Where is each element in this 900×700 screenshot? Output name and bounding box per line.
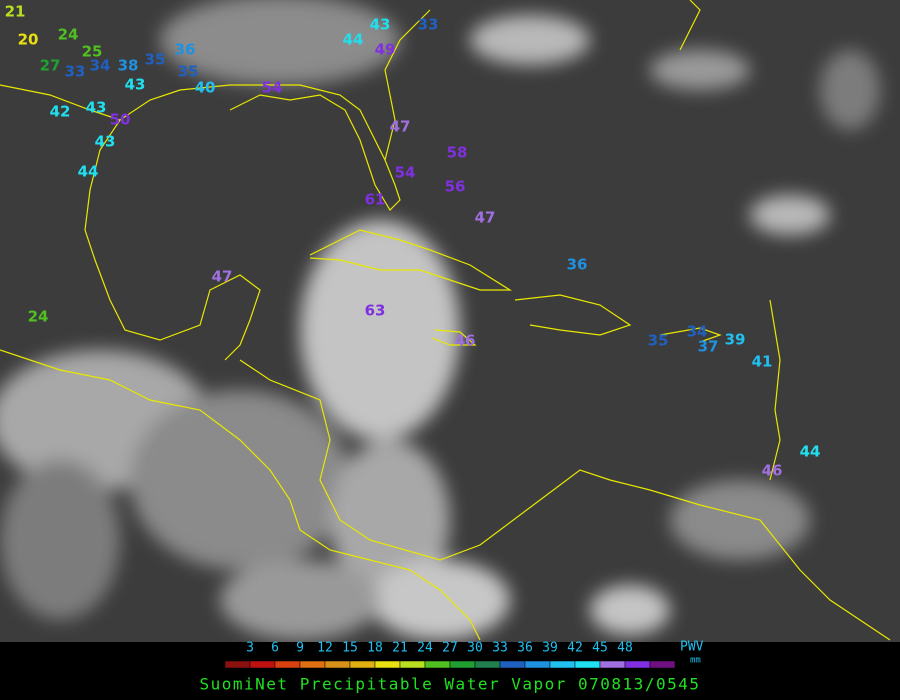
- station-value: 41: [752, 353, 773, 371]
- station-value: 58: [447, 144, 468, 162]
- scale-tick-label: 9: [296, 641, 304, 656]
- scale-tick-label: 39: [542, 641, 558, 656]
- scale-swatch: [224, 660, 251, 669]
- scale-swatch: [274, 660, 301, 669]
- station-value: 25: [82, 43, 103, 61]
- clouds: [0, 0, 880, 640]
- scale-swatch: [449, 660, 476, 669]
- scale-swatch: [574, 660, 601, 669]
- station-value: 43: [95, 133, 116, 151]
- scale-swatch: [324, 660, 351, 669]
- scale-swatch: [499, 660, 526, 669]
- scale-swatch: [649, 660, 676, 669]
- station-value: 46: [762, 462, 783, 480]
- station-value: 24: [58, 26, 79, 44]
- title: SuomiNet Precipitable Water Vapor 070813…: [200, 675, 701, 694]
- station-value: 43: [125, 76, 146, 94]
- station-value: 43: [86, 99, 107, 117]
- station-value: 47: [390, 118, 411, 136]
- station-value: 39: [725, 331, 746, 349]
- scale-label: PWV: [680, 640, 704, 655]
- legend-background: [0, 642, 900, 700]
- station-value: 35: [648, 332, 669, 350]
- station-value: 47: [475, 209, 496, 227]
- scale-swatch: [599, 660, 626, 669]
- station-value: 40: [195, 79, 216, 97]
- station-value: 24: [28, 308, 49, 326]
- station-value: 36: [567, 256, 588, 274]
- station-value: 36: [175, 41, 196, 59]
- scale-tick-label: 30: [467, 641, 483, 656]
- station-value: 61: [365, 191, 386, 209]
- station-value: 42: [50, 103, 71, 121]
- scale-tick-label: 48: [617, 641, 633, 656]
- scale-swatch: [249, 660, 276, 669]
- station-value: 20: [18, 31, 39, 49]
- scale-swatch: [424, 660, 451, 669]
- scale-swatch: [399, 660, 426, 669]
- station-value: 43: [370, 16, 391, 34]
- station-value: 44: [343, 31, 364, 49]
- station-value: 46: [455, 332, 476, 350]
- scale-tick-label: 36: [517, 641, 533, 656]
- station-value: 47: [212, 268, 233, 286]
- station-value: 37: [698, 338, 719, 356]
- scale-tick-label: 24: [417, 641, 433, 656]
- station-value: 54: [395, 164, 416, 182]
- scale-tick-label: 42: [567, 641, 583, 656]
- scale-unit: mm: [690, 656, 701, 666]
- station-value: 27: [40, 57, 61, 75]
- scale-tick-label: 45: [592, 641, 608, 656]
- station-value: 44: [78, 163, 99, 181]
- station-value: 54: [262, 79, 283, 97]
- scale-tick-label: 27: [442, 641, 458, 656]
- station-value: 35: [178, 63, 199, 81]
- station-value: 63: [365, 302, 386, 320]
- scale-swatch: [374, 660, 401, 669]
- station-value: 33: [418, 16, 439, 34]
- scale-swatch: [624, 660, 651, 669]
- scale-tick-label: 3: [246, 641, 254, 656]
- scale-swatch: [474, 660, 501, 669]
- station-value: 44: [800, 443, 821, 461]
- scale-tick-label: 33: [492, 641, 508, 656]
- coastlines: [0, 0, 891, 641]
- scale-tick-label: 12: [317, 641, 333, 656]
- station-value: 49: [375, 41, 396, 59]
- station-value: 34: [687, 323, 708, 341]
- station-value: 50: [110, 111, 131, 129]
- station-value: 34: [90, 57, 111, 75]
- scale-tick-label: 15: [342, 641, 358, 656]
- scale-tick-label: 21: [392, 641, 408, 656]
- scale-swatch: [549, 660, 576, 669]
- scale-swatch: [299, 660, 326, 669]
- station-value: 38: [118, 57, 139, 75]
- station-value: 56: [445, 178, 466, 196]
- station-value: 35: [145, 51, 166, 69]
- station-value: 33: [65, 63, 86, 81]
- station-value: 21: [5, 3, 26, 21]
- scale-tick-label: 18: [367, 641, 383, 656]
- scale-tick-label: 6: [271, 641, 279, 656]
- scale-swatch: [349, 660, 376, 669]
- scale-swatch: [524, 660, 551, 669]
